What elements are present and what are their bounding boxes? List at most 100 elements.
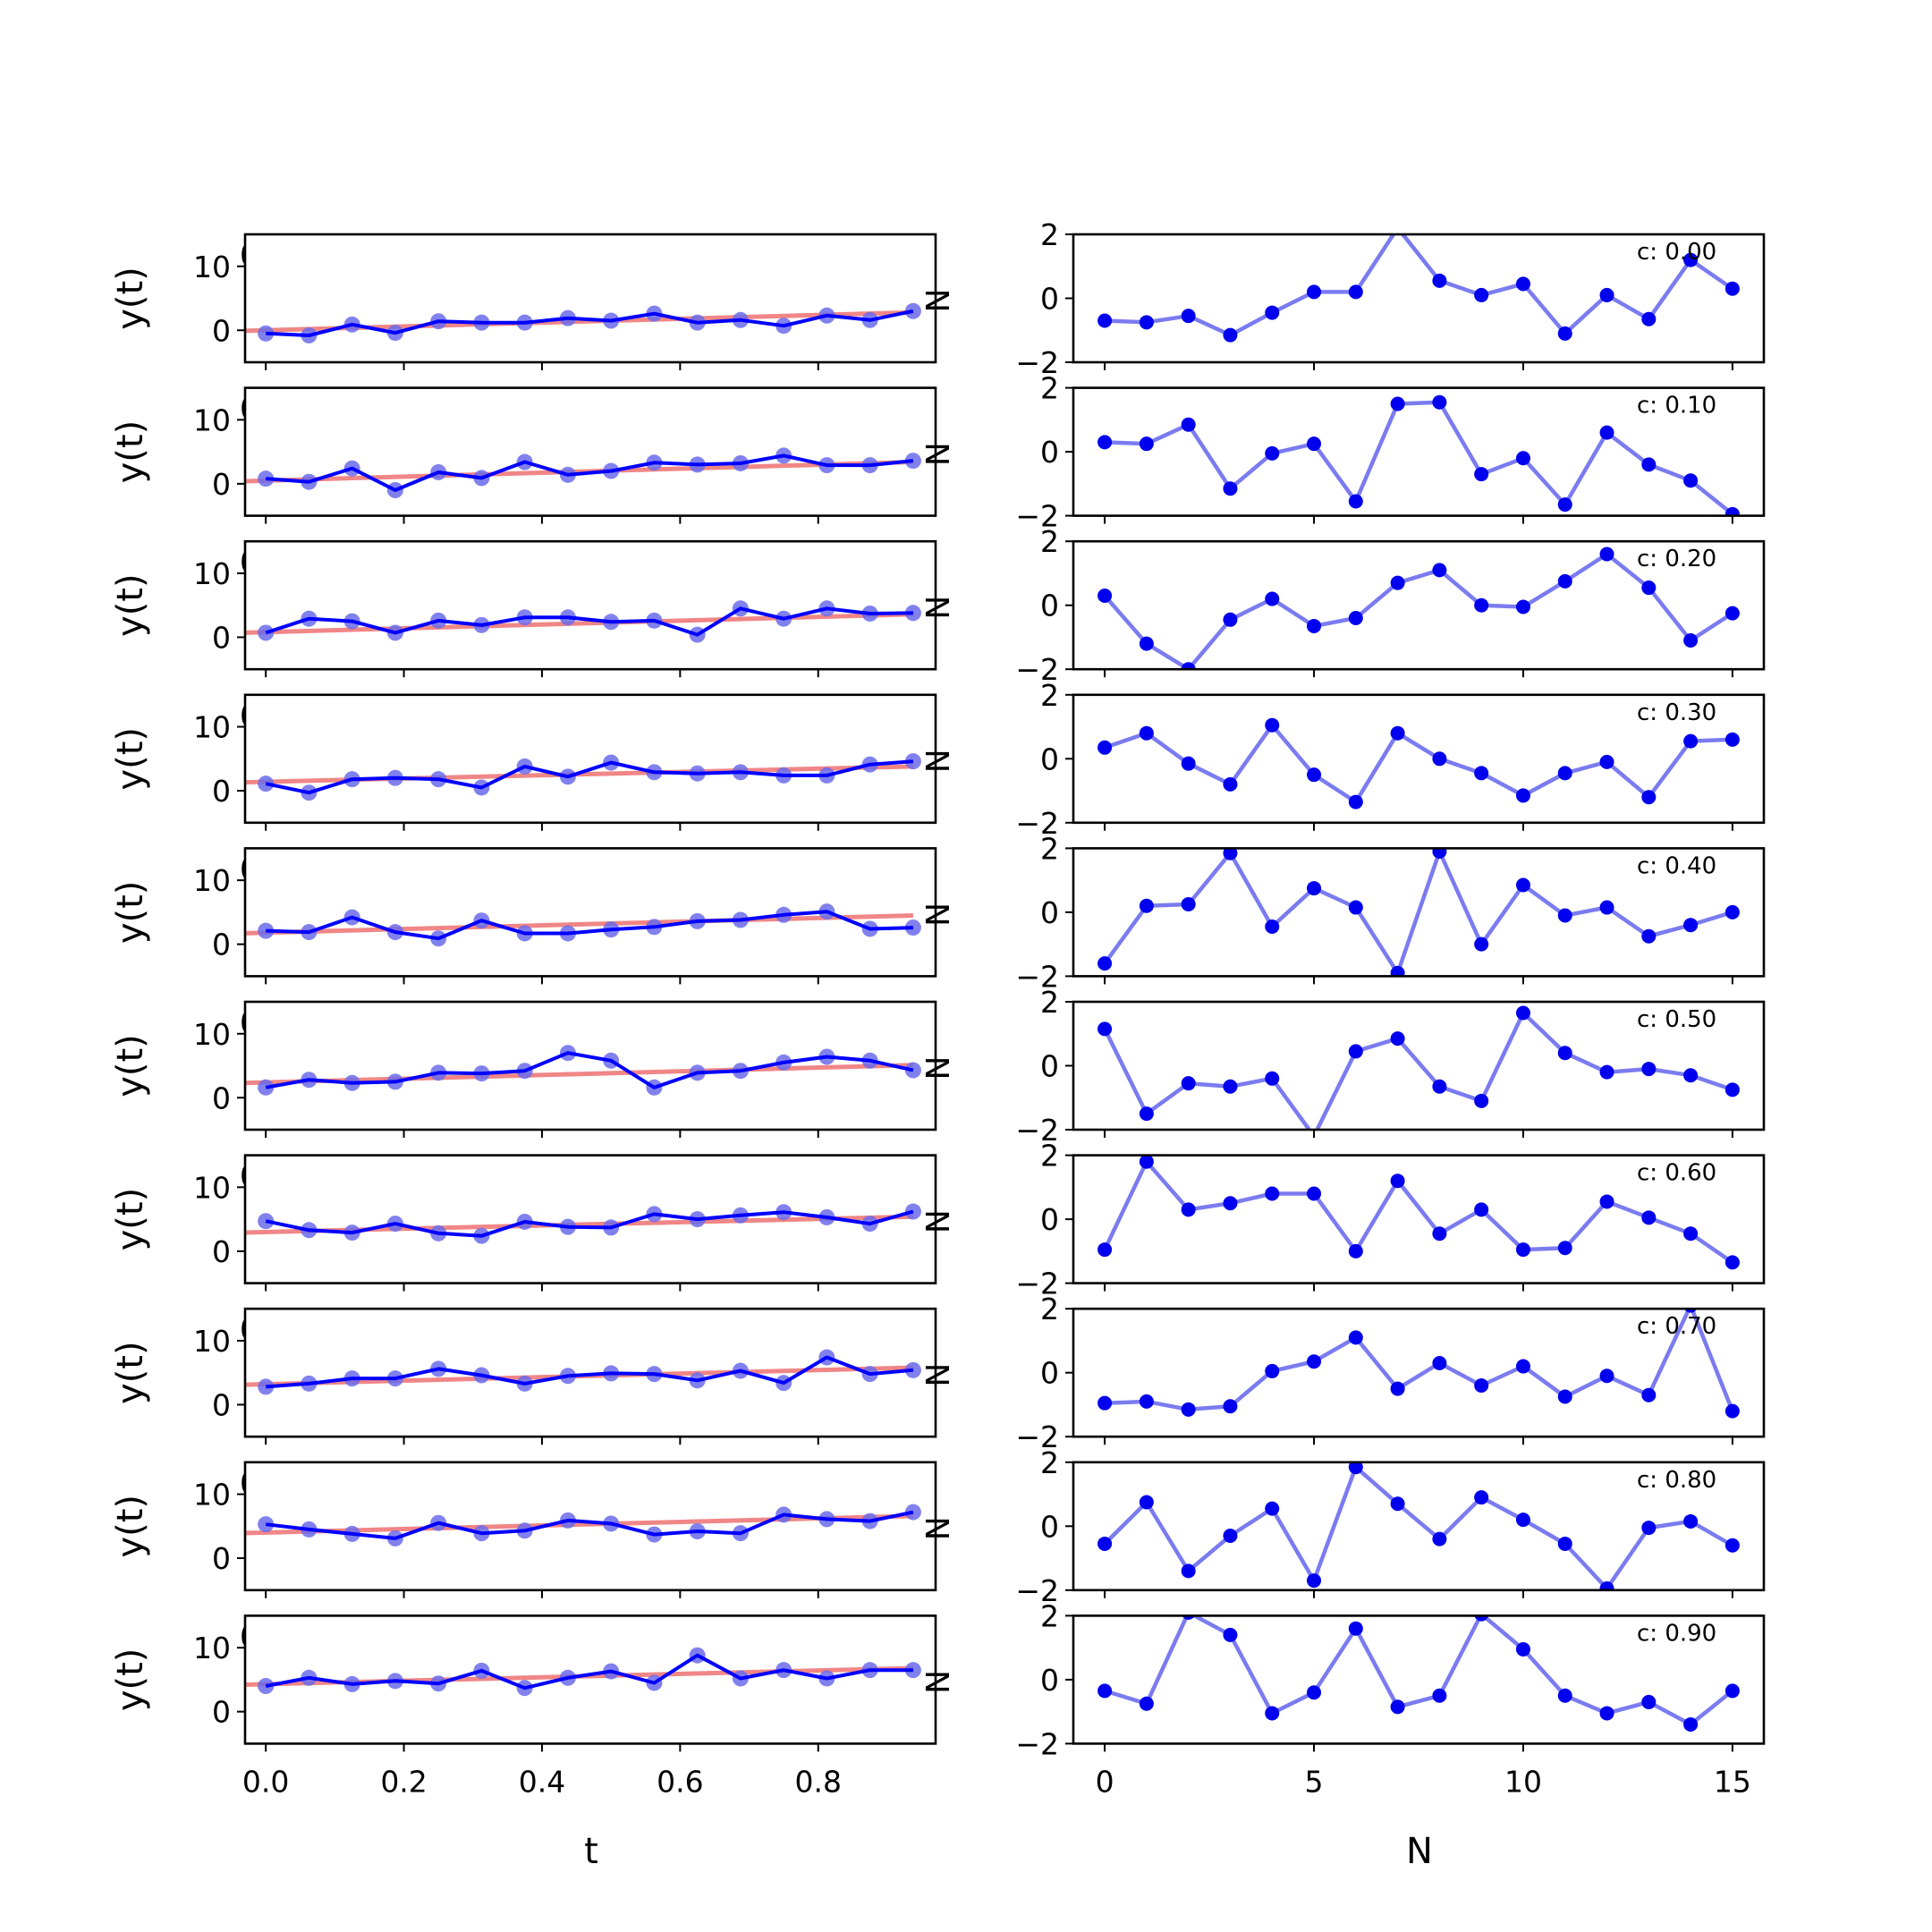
series-marker <box>1348 1044 1363 1059</box>
right-edge-clipped-glyph: N <box>920 1056 957 1080</box>
right-plot-content <box>1097 1309 1740 1419</box>
right-edge-clipped-glyph: N <box>920 596 957 620</box>
series-marker <box>1307 1573 1322 1589</box>
data-point <box>904 605 921 622</box>
series-marker <box>1515 451 1530 466</box>
data-point <box>904 1062 921 1079</box>
series-marker <box>1265 1071 1280 1086</box>
x-tick-label: 15 <box>1714 1764 1751 1799</box>
series-marker <box>1432 563 1447 578</box>
left-plot-area <box>245 234 936 362</box>
series-marker <box>1557 1241 1572 1256</box>
data-point <box>904 302 921 319</box>
right-subplot-7: Nc: 0.70 −2 0 2 <box>920 1292 1766 1454</box>
x-tick-label: 5 <box>1305 1764 1324 1799</box>
left-x-axis-label: t <box>584 1831 598 1872</box>
x-tick-label: 0 <box>1096 1764 1114 1799</box>
left-plot-frame <box>243 233 937 364</box>
panel-label: c: 0.60 <box>1637 1160 1716 1187</box>
y-axis-label: y(t) <box>110 1034 151 1097</box>
series-marker <box>1724 732 1740 747</box>
x-tick-label: 10 <box>1504 1764 1542 1799</box>
right-edge-clipped-glyph: N <box>920 1209 957 1233</box>
left-subplot-2: 0010y(t) <box>110 539 937 678</box>
series-marker <box>1139 725 1154 741</box>
series-marker <box>1390 725 1405 741</box>
x-tick-label: 0.8 <box>795 1764 842 1799</box>
right-subplot-4: Nc: 0.40 −2 0 2 <box>920 831 1766 994</box>
right-edge-clipped-glyph: N <box>920 1670 957 1694</box>
series-marker <box>1724 506 1740 516</box>
y-tick-label: 0 <box>1040 1663 1059 1698</box>
series-marker <box>1390 1496 1405 1512</box>
y-tick-label: 0 <box>1040 1509 1059 1544</box>
series-marker <box>1683 1068 1699 1083</box>
series-marker <box>1474 1490 1489 1505</box>
y-tick-label: 0 <box>1040 1202 1059 1237</box>
y-tick-label: 0 <box>1040 282 1059 317</box>
right-x-axis-label: N <box>1406 1831 1433 1872</box>
x-tick-label: 0.2 <box>380 1764 427 1799</box>
series-marker <box>1641 1210 1657 1225</box>
panel-label: c: 0.40 <box>1637 852 1716 879</box>
left-subplot-8: 0010y(t) <box>110 1461 937 1598</box>
y-tick-label: −2 <box>1015 806 1059 841</box>
series-marker <box>1599 754 1614 769</box>
series-marker <box>1139 898 1154 913</box>
series-marker <box>1432 394 1447 410</box>
left-plot-frame <box>243 386 937 517</box>
series-marker <box>1097 1021 1113 1037</box>
series-marker <box>1641 311 1657 326</box>
data-line <box>265 1051 914 1089</box>
left-plot-frame <box>243 1307 937 1438</box>
right-subplot-2: Nc: 0.20 −2 0 2 <box>920 524 1766 687</box>
series-marker <box>1348 1243 1363 1258</box>
series-marker <box>1097 313 1113 328</box>
series-marker <box>1390 1699 1405 1715</box>
right-plot-content <box>1097 1155 1740 1270</box>
left-plot-content <box>245 753 921 801</box>
series-marker <box>1599 1194 1614 1209</box>
y-tick-label: 0 <box>212 928 231 962</box>
y-tick-label: 2 <box>1040 1598 1059 1633</box>
panel-label: c: 0.10 <box>1637 393 1716 419</box>
right-subplot-1: Nc: 0.10 −2 0 2 <box>920 371 1766 534</box>
left-subplot-9: 00100.00.20.40.60.8y(t) <box>110 1614 937 1799</box>
data-line <box>266 910 913 941</box>
series-marker <box>1348 284 1363 300</box>
series-marker <box>1474 287 1489 302</box>
y-tick-label: 0 <box>1040 1049 1059 1084</box>
data-point <box>258 1378 275 1395</box>
series-marker <box>1181 756 1196 771</box>
y-tick-label: 0 <box>212 467 231 502</box>
series-marker <box>1223 1196 1238 1211</box>
left-plot-content <box>245 600 921 643</box>
series-marker <box>1432 1226 1447 1241</box>
y-axis-label: y(t) <box>110 267 151 330</box>
series-marker <box>1641 1694 1657 1709</box>
data-line <box>265 1209 914 1238</box>
y-axis-label: y(t) <box>110 1495 151 1558</box>
y-tick-label: 0 <box>212 1234 231 1269</box>
x-tick-label: 0.4 <box>519 1764 565 1799</box>
series-marker <box>1139 315 1154 330</box>
series-marker <box>1599 287 1614 302</box>
y-tick-label: 0 <box>212 620 231 655</box>
series-line <box>1105 400 1734 516</box>
series-marker <box>1474 766 1489 781</box>
series-marker <box>1139 1106 1154 1122</box>
fit-line <box>245 912 913 936</box>
series-marker <box>1223 481 1238 496</box>
y-tick-label: 0 <box>1040 741 1059 776</box>
series-marker <box>1432 848 1447 859</box>
left-subplot-6: 0010y(t) <box>110 1154 937 1292</box>
series-marker <box>1139 1696 1154 1711</box>
data-line <box>266 309 914 337</box>
left-plot-area <box>245 1309 936 1437</box>
series-marker <box>1181 896 1196 911</box>
series-marker <box>1348 494 1363 509</box>
left-plot-area <box>245 387 936 516</box>
series-marker <box>1641 457 1657 472</box>
right-plot-content <box>1097 1462 1740 1590</box>
data-point <box>904 1504 921 1521</box>
